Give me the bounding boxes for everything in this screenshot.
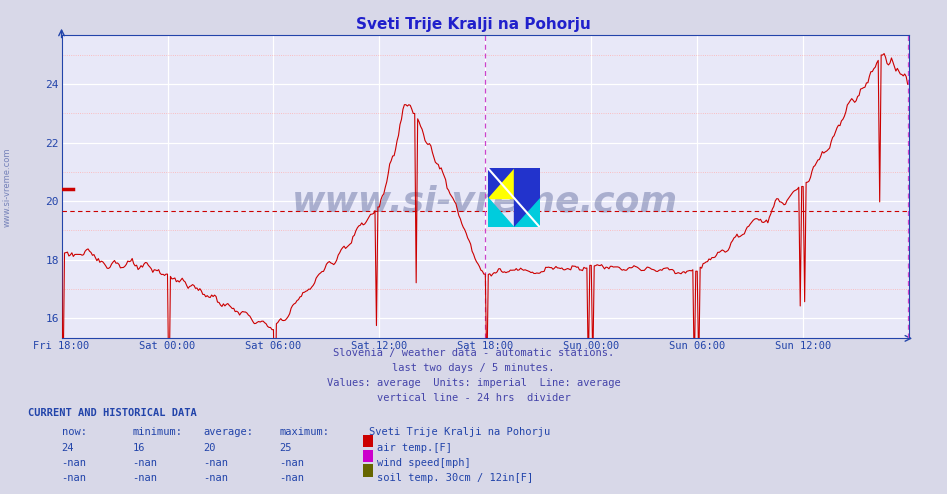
Text: 24: 24 (62, 443, 74, 453)
Text: -nan: -nan (204, 473, 228, 483)
Text: average:: average: (204, 427, 254, 437)
Text: 16: 16 (133, 443, 145, 453)
Text: www.si-vreme.com: www.si-vreme.com (293, 185, 678, 219)
Text: 20: 20 (204, 443, 216, 453)
Text: minimum:: minimum: (133, 427, 183, 437)
Text: soil temp. 30cm / 12in[F]: soil temp. 30cm / 12in[F] (377, 473, 533, 483)
Text: CURRENT AND HISTORICAL DATA: CURRENT AND HISTORICAL DATA (28, 408, 197, 417)
Text: vertical line - 24 hrs  divider: vertical line - 24 hrs divider (377, 393, 570, 403)
Bar (488, 168, 513, 198)
Text: air temp.[F]: air temp.[F] (377, 443, 452, 453)
Text: -nan: -nan (62, 473, 86, 483)
Text: now:: now: (62, 427, 86, 437)
Text: Values: average  Units: imperial  Line: average: Values: average Units: imperial Line: av… (327, 378, 620, 388)
Text: Slovenia / weather data - automatic stations.: Slovenia / weather data - automatic stat… (333, 348, 614, 358)
Text: last two days / 5 minutes.: last two days / 5 minutes. (392, 363, 555, 373)
Text: wind speed[mph]: wind speed[mph] (377, 458, 471, 468)
Text: -nan: -nan (204, 458, 228, 468)
Text: maximum:: maximum: (279, 427, 330, 437)
Text: -nan: -nan (279, 473, 304, 483)
Polygon shape (513, 198, 540, 227)
Bar (513, 168, 540, 227)
Text: www.si-vreme.com: www.si-vreme.com (3, 148, 12, 227)
Text: Sveti Trije Kralji na Pohorju: Sveti Trije Kralji na Pohorju (356, 17, 591, 32)
Polygon shape (488, 198, 513, 227)
Text: -nan: -nan (62, 458, 86, 468)
Text: Sveti Trije Kralji na Pohorju: Sveti Trije Kralji na Pohorju (369, 427, 550, 437)
Polygon shape (488, 168, 513, 198)
Text: -nan: -nan (133, 473, 157, 483)
Text: 25: 25 (279, 443, 292, 453)
Text: -nan: -nan (279, 458, 304, 468)
Text: -nan: -nan (133, 458, 157, 468)
